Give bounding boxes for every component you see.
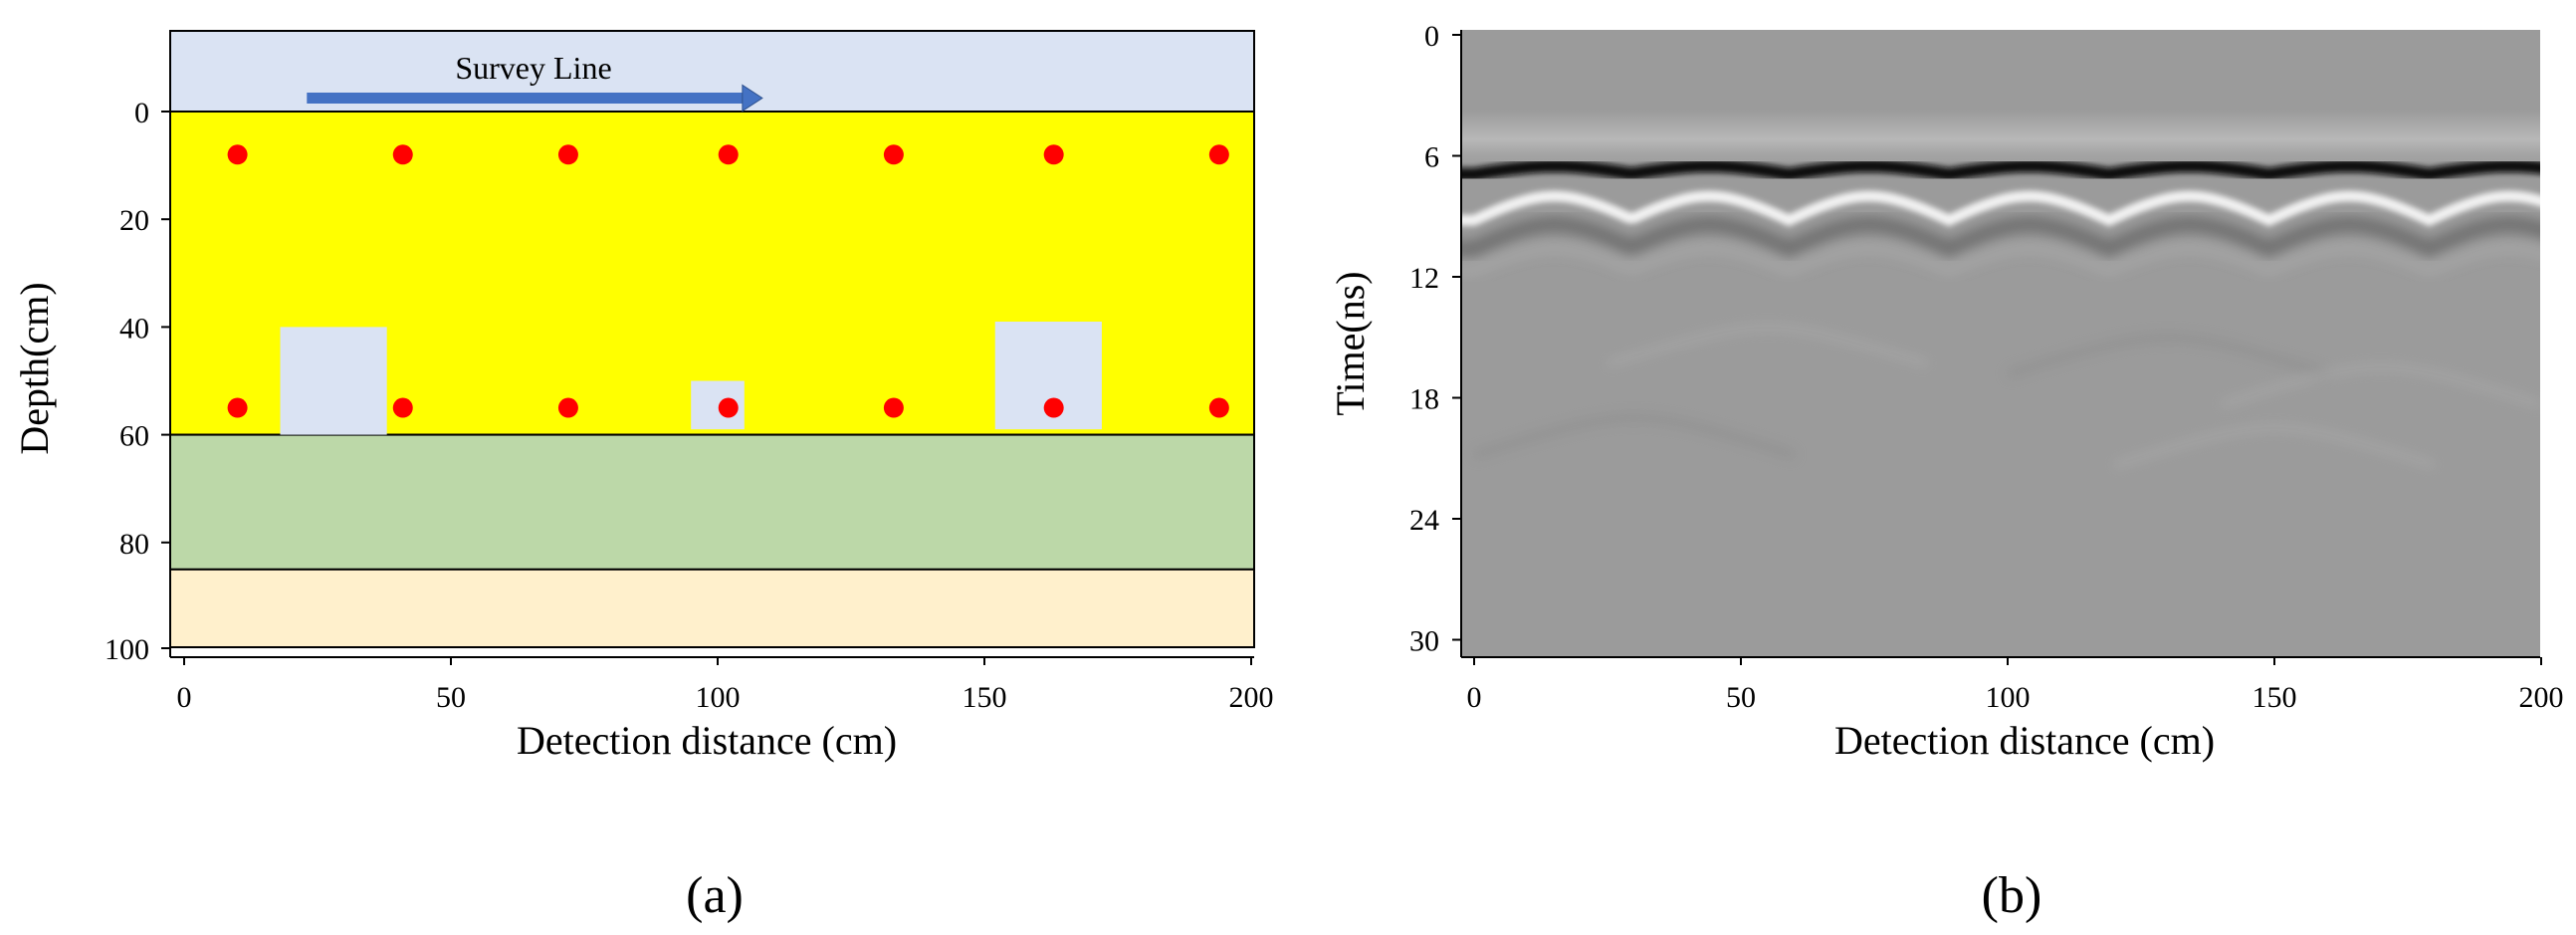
survey-line-label: Survey Line: [455, 50, 611, 86]
hyperbola-ghost-band: [1461, 244, 2540, 275]
radargram: [1461, 30, 2540, 657]
deep-hyperbola: [2113, 424, 2436, 469]
red-point-r2-c1: [227, 397, 248, 418]
deep-hyperbola: [1472, 414, 1796, 459]
direct-wave-dark-band: [1461, 159, 2540, 181]
y-tick-label-a: 0: [134, 97, 149, 129]
red-point-r1-c3: [557, 144, 578, 165]
y-axis-title-a: Depth(cm): [12, 282, 57, 454]
x-tick-label-b: 200: [2519, 681, 2564, 714]
red-point-r2-c4: [718, 397, 739, 418]
caption-b: (b): [1982, 867, 2042, 924]
x-tick-label-a: 200: [1229, 681, 1274, 714]
survey-arrow-head: [742, 84, 763, 113]
y-tick-label-a: 100: [105, 633, 149, 666]
y-ticks-a: 0 20 40 60 80 100: [105, 97, 170, 666]
x-ticks-a: 0 50 100 150 200: [177, 657, 1274, 714]
survey-line-arrow: [307, 84, 763, 113]
hyperbola-shadow-band: [1461, 216, 2540, 258]
layer-layer3: [169, 568, 1255, 648]
red-points-group: [227, 144, 1229, 418]
y-tick-label-b: 24: [1409, 504, 1439, 537]
y-axis-b: 0 6 12 18 24 30: [1409, 20, 1462, 658]
x-tick-label-a: 100: [696, 681, 741, 714]
layer-layer2: [169, 433, 1255, 571]
void-1: [280, 327, 387, 435]
caption-a: (a): [686, 867, 744, 924]
red-point-r2-c5: [883, 397, 904, 418]
y-tick-label-a: 60: [119, 420, 149, 453]
x-tick-label-a: 150: [963, 681, 1007, 714]
panel-a: Survey Line 0 20 40 60 80 100 0 50 100 150 200 De…: [12, 30, 1274, 924]
deep-hyperbola: [1606, 324, 1929, 368]
y-tick-label-a: 40: [119, 312, 149, 345]
x-axis-a: 0 50 100 150 200: [170, 656, 1274, 714]
x-axis-title-a: Detection distance (cm): [517, 718, 897, 763]
red-point-r2-c6: [1043, 397, 1064, 418]
deep-hyperbola: [2006, 334, 2329, 378]
x-axis-b: 0 50 100 150 200: [1461, 656, 2564, 714]
x-tick-label-a: 0: [177, 681, 192, 714]
red-point-r2-c3: [557, 397, 578, 418]
y-tick-label-b: 18: [1409, 383, 1439, 416]
deep-hyperbolas: [1472, 324, 2540, 469]
y-axis-title-b: Time(ns): [1328, 271, 1373, 415]
y-tick-label-a: 20: [119, 204, 149, 237]
y-axis-a: 0 20 40 60 80 100: [105, 31, 171, 666]
y-tick-label-b: 0: [1424, 20, 1439, 53]
y-tick-label-b: 6: [1424, 141, 1439, 174]
x-tick-label-a: 50: [436, 681, 466, 714]
red-point-r1-c2: [392, 144, 413, 165]
y-ticks-b: 0 6 12 18 24 30: [1409, 20, 1461, 658]
x-tick-label-b: 150: [2253, 681, 2297, 714]
red-point-r2-c2: [392, 397, 413, 418]
x-tick-label-b: 100: [1986, 681, 2031, 714]
red-point-r1-c1: [227, 144, 248, 165]
panel-b: 0 6 12 18 24 30 0 50 100 150 200 Detection distan…: [1328, 20, 2564, 924]
x-axis-title-b: Detection distance (cm): [1834, 718, 2215, 763]
red-point-r1-c6: [1043, 144, 1064, 165]
red-point-r2-c7: [1208, 397, 1229, 418]
deep-hyperbola: [2220, 363, 2540, 409]
y-tick-label-a: 80: [119, 528, 149, 561]
x-tick-label-b: 0: [1467, 681, 1482, 714]
red-point-r1-c7: [1208, 144, 1229, 165]
y-tick-label-b: 12: [1409, 262, 1439, 295]
x-ticks-b: 0 50 100 150 200: [1467, 657, 2564, 714]
red-point-r1-c4: [718, 144, 739, 165]
direct-wave-glow: [1461, 110, 2540, 169]
hyperbola-bright-band: [1461, 190, 2540, 227]
y-tick-label-b: 30: [1409, 625, 1439, 658]
x-tick-label-b: 50: [1726, 681, 1756, 714]
red-point-r1-c5: [883, 144, 904, 165]
